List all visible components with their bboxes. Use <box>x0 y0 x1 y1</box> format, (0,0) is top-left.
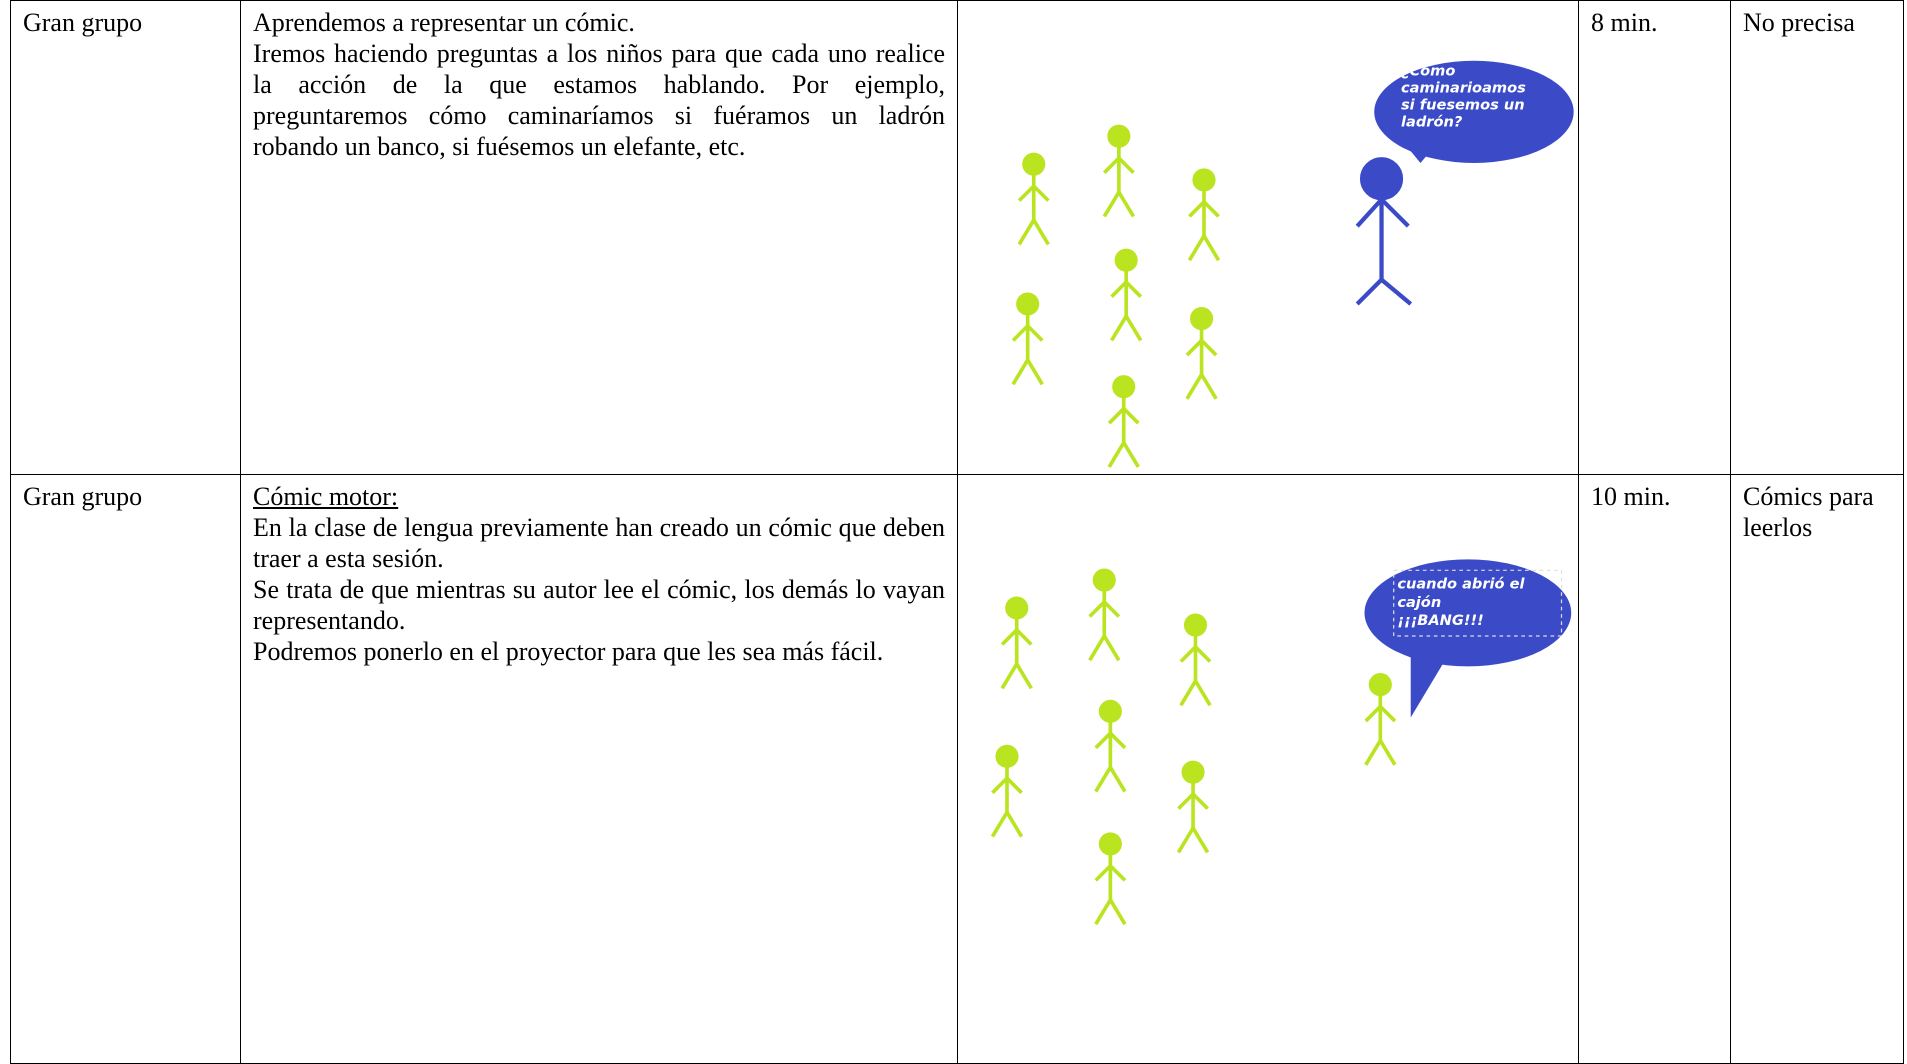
stick-figure <box>1000 596 1034 691</box>
stick-figure <box>1179 613 1212 708</box>
stick-figure <box>1102 124 1136 219</box>
bubble-text: ¡¡¡BANG!!! <box>1397 612 1483 629</box>
activity-line: Aprendemos a representar un cómic. <box>253 8 635 37</box>
stick-figure <box>1363 673 1397 767</box>
activity-text: Se trata de que mientras su autor lee el… <box>253 575 945 635</box>
stick-figure <box>1093 699 1127 794</box>
bubble-text: si fuesemos un <box>1401 96 1525 113</box>
stick-figure <box>1187 168 1221 263</box>
stick-figure <box>1011 292 1045 387</box>
stick-figure <box>1087 568 1121 663</box>
activity-text: En la clase de lengua previamente han cr… <box>253 513 945 573</box>
speech-bubble: cuando abrió el cajón ¡¡¡BANG!!! <box>1364 559 1572 718</box>
bubble-text: cuando abrió el <box>1397 576 1525 593</box>
activity-heading: Cómic motor: <box>253 482 399 511</box>
bubble-text: cajón <box>1397 594 1441 611</box>
teacher-figure <box>1355 157 1413 306</box>
materials-cell: Cómics para leerlos <box>1730 474 1904 1064</box>
bubble-text: ladrón? <box>1401 113 1463 130</box>
stick-figure <box>1107 375 1141 469</box>
materials-cell: No precisa <box>1730 0 1904 475</box>
stick-figure <box>990 744 1024 839</box>
stick-figure <box>1185 307 1218 401</box>
stick-figure <box>1176 760 1210 855</box>
stick-figure <box>1017 152 1051 247</box>
activity-text: Podremos ponerlo en el proyector para qu… <box>253 637 884 666</box>
activity-cell: Cómic motor: En la clase de lengua previ… <box>240 474 958 1064</box>
stick-figure <box>1093 832 1127 926</box>
bubble-text: ¿Cómo <box>1401 62 1455 79</box>
speech-bubble: ¿Cómo caminarioamos si fuesemos un ladró… <box>1374 60 1574 163</box>
stick-figure <box>1109 248 1143 343</box>
activity-text: Iremos haciendo preguntas a los niños pa… <box>253 39 945 161</box>
bubble-text: caminarioamos <box>1401 79 1526 96</box>
